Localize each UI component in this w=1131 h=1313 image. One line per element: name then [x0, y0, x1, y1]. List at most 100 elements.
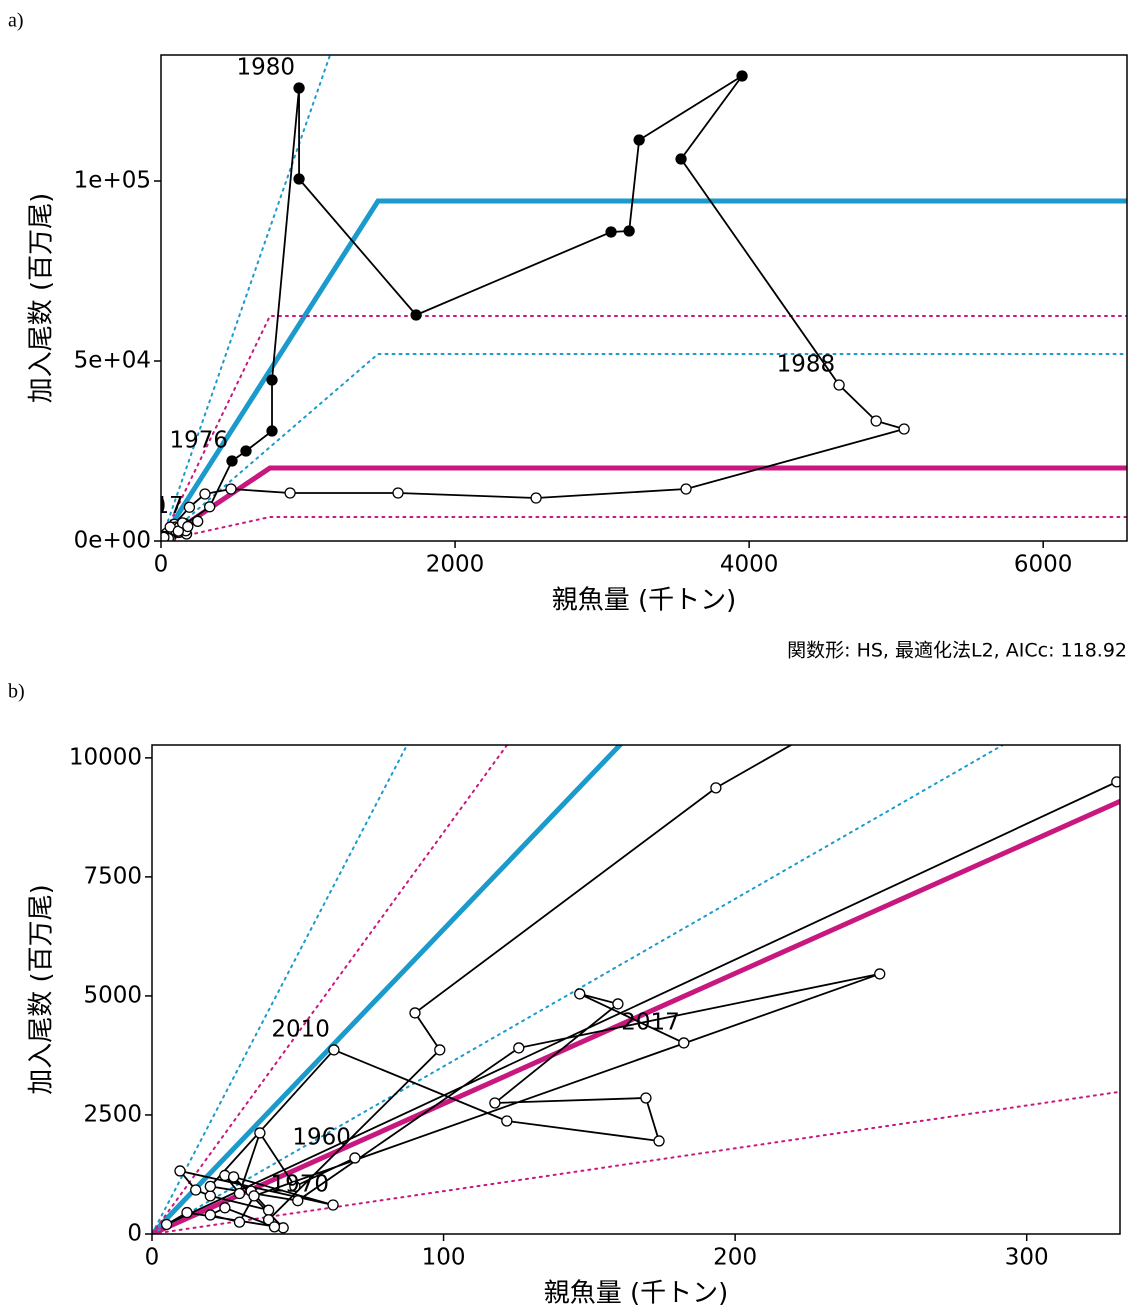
data-point	[233, 1187, 246, 1200]
data-point	[293, 173, 305, 185]
y-tick-label: 0e+00	[74, 528, 151, 554]
point-label: 1976	[169, 428, 228, 454]
data-point	[675, 153, 687, 165]
plot-area: 1960 1970 2010 2017	[152, 607, 1120, 1234]
data-point	[183, 501, 196, 513]
data-point	[633, 134, 645, 146]
x-tick-label: 200	[713, 1245, 757, 1271]
x-tick-label: 4000	[720, 552, 779, 578]
data-point	[160, 1218, 173, 1231]
data-point	[254, 1127, 266, 1139]
data-point	[574, 988, 586, 1000]
x-tick-label: 300	[1005, 1245, 1049, 1271]
y-tick-label: 1e+05	[74, 168, 151, 194]
data-point	[204, 1209, 216, 1221]
fit-line	[161, 353, 1127, 541]
x-tick-label: 0	[145, 1245, 160, 1271]
panel-label: b)	[8, 681, 25, 703]
panel: a) 関数形: HS, 最適化法L2, AICc: 118.92 0 2000 4000…	[8, 10, 1128, 662]
data-point	[266, 374, 278, 386]
fit-line	[152, 798, 1120, 1234]
fit-line	[152, 745, 1005, 1234]
fit-line	[152, 1090, 1120, 1234]
y-tick-label: 5e+04	[74, 348, 151, 374]
point-label: 1960	[292, 1124, 351, 1150]
data-point	[327, 1199, 339, 1211]
data-point	[530, 492, 542, 504]
data-point	[248, 1190, 260, 1202]
trajectory-line	[161, 75, 908, 541]
panel-label: a)	[8, 10, 24, 32]
point-label: 2017	[125, 493, 184, 519]
data-point	[328, 1044, 340, 1056]
point-label: 2010	[271, 1016, 330, 1042]
point-label: 2000	[104, 506, 163, 532]
point-label: 1988	[777, 352, 836, 378]
data-point	[612, 998, 624, 1010]
data-point	[227, 1171, 240, 1183]
data-point	[489, 1097, 501, 1109]
data-point	[226, 455, 238, 467]
data-point	[1111, 776, 1120, 788]
data-point	[262, 1214, 275, 1226]
panel: b) 0 100 200 300 0 2500 5000 7500 10000 親魚量 (千トン) 加…	[8, 607, 1121, 1309]
data-point	[266, 425, 278, 437]
data-point	[204, 501, 216, 513]
point-label: 2010	[108, 494, 167, 520]
y-axis-label: 加入尾数 (百万尾)	[27, 884, 57, 1095]
fit-line	[161, 515, 1127, 541]
data-point	[219, 1202, 231, 1214]
data-point	[1019, 607, 1029, 617]
plot-frame	[151, 744, 1121, 1235]
fit-line	[152, 745, 409, 1234]
data-point	[623, 225, 635, 237]
data-point	[181, 1206, 193, 1219]
y-tick-label: 2500	[83, 1101, 142, 1127]
fit-line	[161, 465, 1127, 541]
data-point	[736, 70, 748, 82]
y-tick-label: 0	[127, 1221, 142, 1247]
data-point	[680, 483, 692, 495]
x-tick-label: 100	[422, 1245, 466, 1271]
y-tick-label: 10000	[69, 744, 142, 770]
data-point	[710, 782, 722, 794]
point-label: 1970	[271, 1172, 330, 1198]
y-tick-label: 5000	[83, 982, 142, 1008]
data-point	[678, 1037, 690, 1049]
data-point	[174, 1165, 186, 1177]
data-point	[240, 445, 252, 457]
data-point	[161, 531, 170, 541]
plot-frame	[160, 54, 1128, 542]
data-point	[833, 379, 845, 391]
data-point	[192, 515, 204, 527]
fit-line	[161, 55, 332, 541]
data-point	[434, 1044, 446, 1056]
data-point	[289, 1180, 301, 1193]
x-axis-label: 親魚量 (千トン)	[544, 1279, 729, 1309]
caption: 関数形: HS, 最適化法L2, AICc: 118.92	[787, 640, 1127, 662]
data-point	[410, 309, 422, 321]
data-point	[349, 1152, 361, 1164]
data-point	[292, 1195, 304, 1207]
fit-line	[152, 745, 509, 1234]
y-axis-label: 加入尾数 (百万尾)	[27, 193, 57, 404]
data-point	[182, 520, 194, 533]
data-point	[501, 1115, 513, 1127]
data-point	[605, 226, 617, 238]
data-point	[653, 1135, 665, 1147]
point-label: 2017	[621, 1009, 680, 1035]
data-point	[284, 487, 296, 499]
point-label: 1980	[237, 55, 296, 81]
data-point	[293, 82, 305, 94]
data-point	[204, 1190, 216, 1202]
fit-line	[161, 315, 1127, 541]
data-point	[392, 487, 404, 499]
fit-line	[152, 745, 624, 1234]
data-point	[204, 1180, 216, 1193]
trajectory-line	[166, 745, 1120, 1230]
data-point	[199, 488, 211, 500]
data-point	[870, 415, 882, 427]
data-point	[513, 1042, 525, 1054]
